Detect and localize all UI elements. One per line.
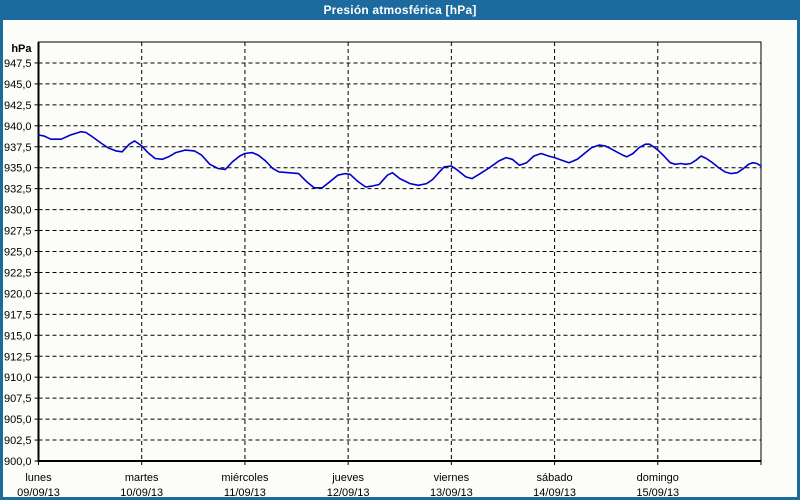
x-date-label: 14/09/13 bbox=[533, 487, 576, 499]
y-tick-label: 907,5 bbox=[4, 393, 32, 405]
x-weekday-label: sábado bbox=[537, 472, 573, 484]
y-tick-label: 932,5 bbox=[4, 184, 32, 196]
y-tick-label: 942,5 bbox=[4, 100, 32, 112]
y-axis-unit-label: hPa bbox=[11, 43, 32, 55]
y-tick-label: 917,5 bbox=[4, 309, 32, 321]
title-bar: Presión atmosférica [hPa] bbox=[0, 0, 800, 20]
y-tick-label: 937,5 bbox=[4, 142, 32, 154]
pressure-line bbox=[37, 130, 762, 189]
x-date-label: 13/09/13 bbox=[430, 487, 473, 499]
x-weekday-label: miércoles bbox=[221, 472, 269, 484]
y-tick-label: 902,5 bbox=[4, 435, 32, 447]
y-tick-label: 935,0 bbox=[4, 163, 32, 175]
x-date-label: 10/09/13 bbox=[120, 487, 163, 499]
x-weekday-label: viernes bbox=[434, 472, 470, 484]
x-weekday-label: martes bbox=[125, 472, 159, 484]
x-date-label: 12/09/13 bbox=[327, 487, 370, 499]
x-weekday-label: jueves bbox=[331, 472, 364, 484]
x-weekday-label: lunes bbox=[25, 472, 52, 484]
y-tick-label: 912,5 bbox=[4, 351, 32, 363]
y-tick-label: 910,0 bbox=[4, 372, 32, 384]
y-tick-label: 947,5 bbox=[4, 58, 32, 70]
x-date-label: 09/09/13 bbox=[17, 487, 60, 499]
window-frame bbox=[0, 20, 800, 500]
window-title: Presión atmosférica [hPa] bbox=[323, 3, 477, 17]
y-tick-label: 927,5 bbox=[4, 226, 32, 238]
y-tick-label: 922,5 bbox=[4, 267, 32, 279]
x-date-label: 15/09/13 bbox=[636, 487, 679, 499]
y-tick-label: 940,0 bbox=[4, 121, 32, 133]
y-tick-label: 900,0 bbox=[4, 456, 32, 468]
x-weekday-label: domingo bbox=[637, 472, 679, 484]
x-date-label: 11/09/13 bbox=[224, 487, 266, 499]
y-tick-label: 920,0 bbox=[4, 288, 32, 300]
y-tick-label: 930,0 bbox=[4, 205, 32, 217]
y-tick-label: 905,0 bbox=[4, 414, 32, 426]
y-tick-label: 915,0 bbox=[4, 330, 32, 342]
y-tick-label: 945,0 bbox=[4, 79, 32, 91]
y-tick-label: 925,0 bbox=[4, 247, 32, 259]
